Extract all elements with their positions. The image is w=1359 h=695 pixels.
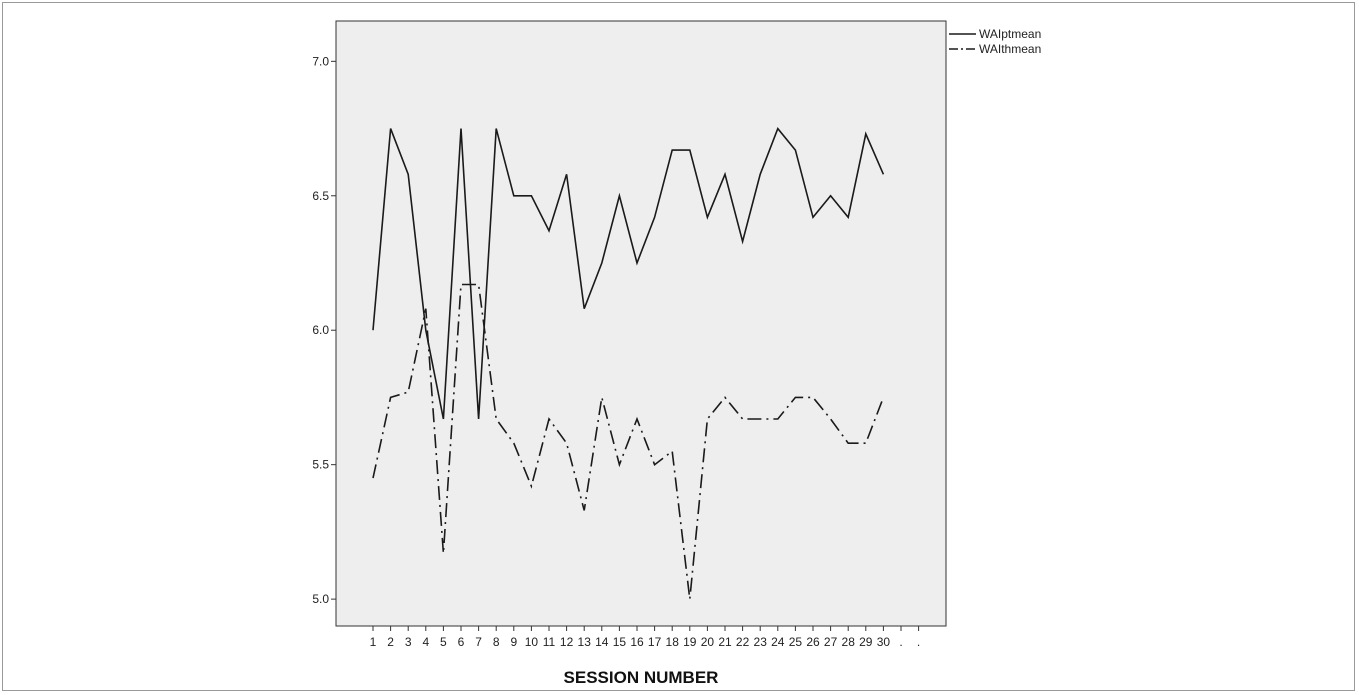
y-tick-label: 6.5 xyxy=(312,189,329,203)
x-tick-label: . xyxy=(917,635,920,649)
x-tick-label: 11 xyxy=(543,635,556,649)
x-tick-label: 24 xyxy=(771,635,785,649)
x-tick-label: 22 xyxy=(736,635,750,649)
x-tick-label: 17 xyxy=(648,635,662,649)
legend-label: WAIthmean xyxy=(979,42,1041,56)
x-tick-label: 6 xyxy=(458,635,465,649)
x-tick-label: 25 xyxy=(789,635,803,649)
x-tick-label: 4 xyxy=(422,635,429,649)
y-axis: 5.0 5.5 6.0 6.5 7.0 xyxy=(312,54,336,606)
x-tick-label: 29 xyxy=(859,635,873,649)
x-tick-label: 7 xyxy=(475,635,482,649)
x-tick-label: . xyxy=(899,635,902,649)
x-tick-label: 13 xyxy=(578,635,592,649)
x-tick-label: 19 xyxy=(683,635,697,649)
series-line-waithmean xyxy=(372,283,885,600)
x-tick-label: 5 xyxy=(440,635,447,649)
x-tick-label: 3 xyxy=(405,635,412,649)
x-tick-label: 20 xyxy=(701,635,715,649)
x-tick-label: 12 xyxy=(560,635,574,649)
chart-canvas: 5.05.56.06.57.0 1 2 3 4 5 6 7 8 9 10 11 12 13 14 15 16 1… xyxy=(312,20,1041,687)
y-tick-label: 6.0 xyxy=(312,323,329,337)
x-tick-label: 28 xyxy=(842,635,856,649)
y-tick-label: 7.0 xyxy=(312,54,329,68)
y-tick-label: 5.5 xyxy=(312,458,329,472)
x-tick-label: 14 xyxy=(595,635,609,649)
x-tick-label: 30 xyxy=(877,635,891,649)
x-tick-label: 27 xyxy=(824,635,838,649)
x-axis: 1 2 3 4 5 6 7 8 9 10 11 12 13 14 15 16 17 18 19 20 21 22 23 24 2… xyxy=(370,626,920,649)
x-axis-title: SESSION NUMBER xyxy=(564,668,719,687)
x-tick-label: 26 xyxy=(806,635,820,649)
x-tick-label: 2 xyxy=(387,635,394,649)
x-tick-label: 15 xyxy=(613,635,627,649)
x-tick-label: 21 xyxy=(718,635,732,649)
x-tick-label: 10 xyxy=(525,635,539,649)
y-tick-label: 5.0 xyxy=(312,592,329,606)
x-tick-label: 18 xyxy=(666,635,680,649)
x-tick-label: 16 xyxy=(630,635,644,649)
x-tick-label: 8 xyxy=(493,635,500,649)
series-layer xyxy=(372,127,885,600)
x-tick-label: 1 xyxy=(370,635,377,649)
plot-area xyxy=(335,20,947,627)
x-tick-label: 23 xyxy=(754,635,768,649)
x-tick-label: 9 xyxy=(510,635,517,649)
series-line-waiptmean xyxy=(372,127,885,420)
legend-label: WAIptmean xyxy=(979,27,1041,41)
